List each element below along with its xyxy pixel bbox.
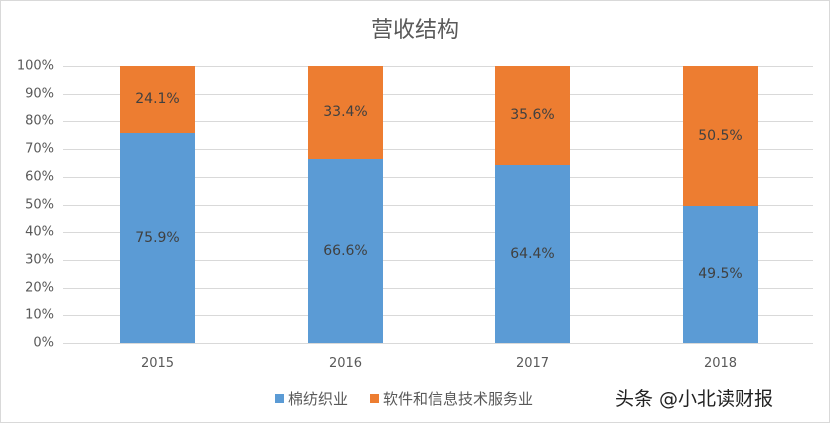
bar-segment-cotton: 75.9% [120,132,195,343]
y-tick-label: 100% [16,58,54,74]
bar-segment-cotton: 49.5% [683,205,758,343]
gridline [63,66,813,67]
x-tick-label: 2016 [328,356,363,371]
gridline [63,149,813,151]
x-tick-label: 2018 [703,356,738,371]
watermark: 头条 @小北读财报 [615,388,774,410]
bar-segment-software: 50.5% [683,66,758,206]
gridline [63,204,813,206]
bar-2017: 64.4% 35.6% [495,66,570,343]
gridline [63,315,813,317]
gridline [63,232,813,234]
y-tick-label: 50% [25,197,54,212]
gridline [63,259,813,261]
y-tick-label: 70% [25,141,54,157]
bar-segment-cotton: 64.4% [495,164,570,343]
bar-2016: 66.6% 33.4% [308,66,383,343]
legend: 棉纺织业 软件和信息技术服务业 [275,388,555,409]
bar-segment-software: 35.6% [495,66,570,165]
gridline [63,121,813,123]
legend-item: 棉纺织业 [275,388,348,409]
bar-segment-cotton: 66.6% [308,158,383,343]
chart-title: 营收结构 [370,18,459,43]
gridline [63,287,813,289]
y-tick-label: 80% [25,113,54,129]
legend-label: 棉纺织业 [288,390,349,408]
bar-segment-software: 33.4% [308,66,383,159]
y-tick-label: 90% [25,86,54,102]
legend-swatch-icon [275,394,284,403]
legend-swatch-icon [370,394,380,403]
y-tick-label: 40% [25,224,54,240]
y-tick-label: 30% [25,252,54,268]
plot-area: 75.9% 24.1% 66.6% 33.4% 64.4% 35.6% 49.5% 50.5% [63,66,813,344]
x-tick-label: 2015 [140,356,175,371]
y-tick-label: 20% [25,280,54,296]
x-tick-label: 2017 [515,356,550,371]
y-tick-label: 10% [25,307,54,323]
bar-2018: 49.5% 50.5% [683,66,758,343]
gridline [63,343,813,344]
bar-2015: 75.9% 24.1% [120,66,195,343]
gridline [63,176,813,178]
legend-label: 软件和信息技术服务业 [383,390,534,408]
gridline [63,93,813,95]
y-tick-label: 60% [25,169,54,185]
legend-item: 软件和信息技术服务业 [370,388,533,409]
bar-segment-software: 24.1% [120,66,195,133]
y-tick-label: 0% [33,335,54,351]
